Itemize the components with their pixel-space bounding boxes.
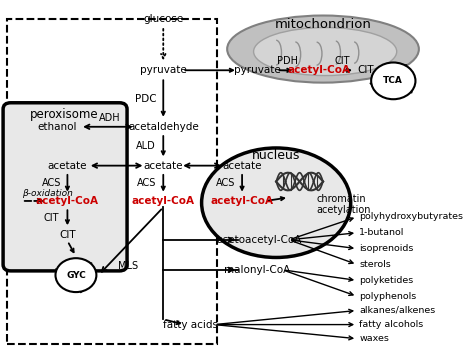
Text: polyphenols: polyphenols: [359, 292, 417, 301]
Text: nucleus: nucleus: [252, 148, 301, 162]
Text: acetyl-CoA: acetyl-CoA: [36, 196, 99, 206]
Text: pyruvate: pyruvate: [140, 65, 187, 75]
Text: GYC: GYC: [66, 271, 86, 279]
Text: isoprenoids: isoprenoids: [359, 244, 414, 253]
Text: ACS: ACS: [42, 178, 61, 188]
Text: acetaldehyde: acetaldehyde: [128, 122, 199, 132]
Text: ADH: ADH: [99, 113, 121, 123]
Text: 1-butanol: 1-butanol: [359, 228, 405, 237]
Circle shape: [55, 258, 96, 292]
Text: ACS: ACS: [216, 178, 236, 188]
Text: polyketides: polyketides: [359, 276, 413, 285]
Text: acetyl-CoA: acetyl-CoA: [132, 196, 195, 206]
Text: pyruvate: pyruvate: [234, 65, 280, 75]
Text: CIT: CIT: [335, 57, 350, 67]
Text: ALD: ALD: [137, 141, 156, 151]
Text: acetate: acetate: [144, 161, 183, 171]
Text: PDH: PDH: [277, 57, 298, 67]
Text: fatty alcohols: fatty alcohols: [359, 320, 423, 329]
Text: waxes: waxes: [359, 334, 389, 343]
Circle shape: [371, 63, 415, 99]
Text: acetyl-CoA: acetyl-CoA: [210, 196, 273, 206]
FancyBboxPatch shape: [3, 103, 127, 271]
Ellipse shape: [254, 27, 397, 75]
Text: MLS: MLS: [118, 261, 138, 271]
Text: alkanes/alkenes: alkanes/alkenes: [359, 306, 436, 315]
Text: chromatin
acetylation: chromatin acetylation: [317, 194, 371, 215]
Text: PDC: PDC: [136, 94, 157, 104]
Text: sterols: sterols: [359, 260, 391, 269]
Text: acetoacetyl-CoA: acetoacetyl-CoA: [217, 235, 302, 245]
Text: peroxisome: peroxisome: [30, 108, 99, 121]
Text: CIT: CIT: [357, 65, 374, 75]
Text: acetate: acetate: [222, 161, 262, 171]
Text: TCA: TCA: [383, 77, 403, 85]
Text: ethanol: ethanol: [37, 122, 76, 132]
Text: CIT: CIT: [59, 230, 76, 240]
Text: acetyl-CoA: acetyl-CoA: [287, 65, 350, 75]
Text: ACS: ACS: [137, 178, 157, 188]
Text: fatty acids: fatty acids: [164, 320, 219, 330]
Ellipse shape: [227, 16, 419, 83]
Text: polyhydroxybutyrates: polyhydroxybutyrates: [359, 213, 463, 221]
Ellipse shape: [201, 148, 351, 257]
Text: CIT: CIT: [44, 213, 59, 223]
Text: malonyl-CoA: malonyl-CoA: [224, 265, 290, 275]
Text: mitochondrion: mitochondrion: [274, 18, 372, 31]
Text: glucose: glucose: [143, 14, 183, 24]
Text: acetate: acetate: [48, 161, 87, 171]
Text: β-oxidation: β-oxidation: [22, 189, 73, 198]
